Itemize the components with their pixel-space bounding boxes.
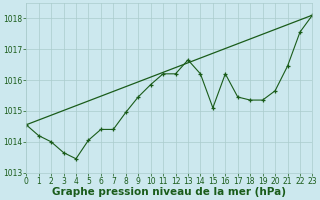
X-axis label: Graphe pression niveau de la mer (hPa): Graphe pression niveau de la mer (hPa) — [52, 187, 286, 197]
